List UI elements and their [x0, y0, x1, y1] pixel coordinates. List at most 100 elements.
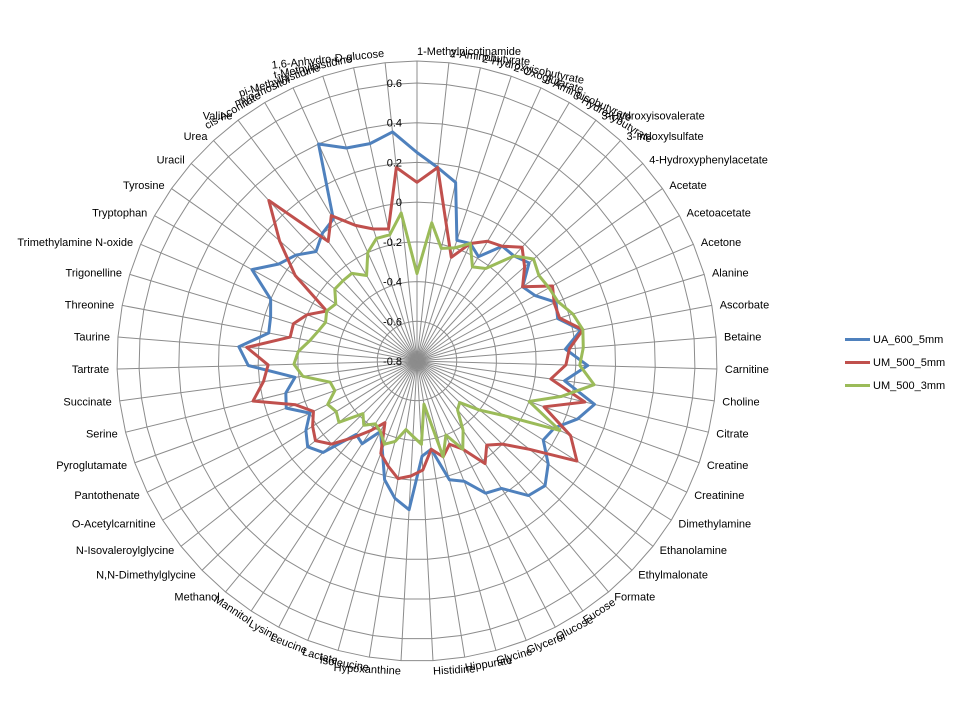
- radial-tick-labels: -0.8 -0.6 -0.4 -0.2 0 0.2 0.4 0.6: [383, 78, 402, 368]
- grid-ring: [138, 82, 696, 640]
- legend-label: UM_500_5mm: [873, 356, 946, 369]
- category-label: Trimethylamine N-oxide: [17, 237, 133, 249]
- category-label: Methanol: [174, 592, 219, 604]
- grid-spoke: [416, 360, 584, 612]
- grid-ring: [116, 60, 718, 662]
- grid-spoke: [416, 102, 570, 362]
- grid-spoke: [264, 102, 418, 362]
- category-label: Threonine: [65, 299, 115, 311]
- grid-spoke: [416, 87, 542, 362]
- category-label: 3-Indoxylsulfate: [627, 131, 704, 143]
- grid-ring: [217, 161, 617, 560]
- grid-ring: [376, 320, 458, 402]
- grid-spoke: [416, 140, 621, 362]
- category-label: Serine: [86, 429, 118, 441]
- radar-grid: [116, 60, 718, 662]
- legend-item: UA_600_5mm: [845, 328, 960, 351]
- grid-spoke: [416, 76, 512, 362]
- category-label: 4-Hydroxyphenylacetate: [649, 155, 768, 167]
- grid-spoke: [416, 360, 688, 493]
- category-label: Tartrate: [72, 364, 109, 376]
- grid-spoke: [416, 360, 700, 464]
- category-label: Choline: [722, 397, 759, 409]
- grid-spoke: [134, 360, 418, 464]
- grid-spoke: [368, 360, 418, 658]
- category-label: Hypoxanthine: [333, 662, 401, 678]
- grid-spoke: [416, 62, 450, 362]
- grid-ring: [257, 201, 577, 521]
- series-line-UA_600_5mm: [237, 130, 596, 512]
- radar-series: [237, 130, 596, 512]
- grid-ring: [178, 122, 656, 600]
- grid-spoke: [117, 336, 418, 362]
- grid-spoke: [140, 243, 418, 362]
- grid-spoke: [416, 119, 597, 362]
- grid-spoke: [225, 360, 418, 593]
- category-label: Acetone: [701, 237, 741, 249]
- category-label: Pantothenate: [74, 490, 139, 502]
- category-label: Dimethylamine: [678, 518, 751, 530]
- grid-spoke: [416, 360, 654, 547]
- category-label: Pyroglutamate: [56, 460, 127, 472]
- radial-tick-label: 0.2: [387, 157, 402, 169]
- legend-item: UM_500_5mm: [845, 351, 960, 374]
- category-label: Ethanolamine: [660, 545, 727, 557]
- category-label: Trigonelline: [66, 268, 122, 280]
- category-label: Creatinine: [694, 490, 744, 502]
- grid-spoke: [416, 360, 633, 571]
- radial-tick-label: -0.4: [383, 277, 402, 289]
- radial-tick-label: 0: [396, 197, 402, 209]
- radial-tick-label: 0.6: [387, 78, 402, 90]
- category-label: Formate: [614, 592, 655, 604]
- category-label: Ethylmalonate: [638, 569, 708, 581]
- grid-spoke: [416, 304, 712, 362]
- category-label: Lysine: [247, 618, 280, 643]
- radial-tick-label: -0.2: [383, 237, 402, 249]
- category-label: Tyrosine: [123, 180, 165, 192]
- category-label: N-Isovaleroylglycine: [76, 545, 174, 557]
- radial-tick-label: -0.8: [383, 356, 402, 368]
- grid-spoke: [416, 360, 497, 651]
- legend-swatch: [845, 361, 870, 364]
- series-line-UM_500_3mm: [292, 211, 596, 459]
- grid-spoke: [307, 360, 418, 641]
- category-label: Ascorbate: [720, 299, 770, 311]
- category-label: Acetoacetate: [687, 208, 751, 220]
- category-label: O-Acetylcarnitine: [72, 518, 156, 530]
- category-label: Tryptophan: [92, 208, 147, 220]
- legend-item: UM_500_3mm: [845, 374, 960, 397]
- grid-spoke: [180, 360, 418, 547]
- grid-spoke: [190, 163, 418, 362]
- category-label: Succinate: [63, 397, 111, 409]
- grid-spoke: [125, 360, 418, 433]
- legend-label: UA_600_5mm: [873, 333, 944, 346]
- category-label: 3-Hydroxyisovalerate: [601, 110, 704, 122]
- category-label: Citrate: [716, 429, 748, 441]
- grid-spoke: [129, 273, 418, 362]
- grid-spoke: [162, 360, 418, 521]
- category-label: Alanine: [712, 268, 749, 280]
- grid-spoke: [119, 360, 418, 402]
- category-label: Uracil: [157, 155, 185, 167]
- category-label: 1-Methylnicotinamide: [417, 46, 521, 58]
- grid-spoke: [416, 360, 434, 661]
- grid-spoke: [154, 215, 418, 362]
- grid-spoke: [416, 360, 609, 593]
- grid-spoke: [353, 67, 418, 362]
- legend: UA_600_5mm UM_500_5mm UM_500_3mm: [845, 328, 960, 397]
- grid-spoke: [250, 360, 418, 612]
- legend-swatch: [845, 338, 870, 341]
- series-line-UM_500_5mm: [245, 166, 587, 481]
- category-label: Creatine: [707, 460, 749, 472]
- category-label: Taurine: [74, 332, 110, 344]
- category-label: Acetate: [669, 180, 706, 192]
- grid-spoke: [278, 360, 418, 628]
- grid-spoke: [146, 360, 418, 493]
- grid-spoke: [416, 360, 527, 641]
- category-label: N,N-Dimethylglycine: [96, 569, 196, 581]
- grid-spoke: [416, 67, 481, 362]
- radial-tick-label: 0.4: [387, 118, 402, 130]
- category-label: Histidine: [433, 663, 476, 677]
- legend-swatch: [845, 384, 870, 387]
